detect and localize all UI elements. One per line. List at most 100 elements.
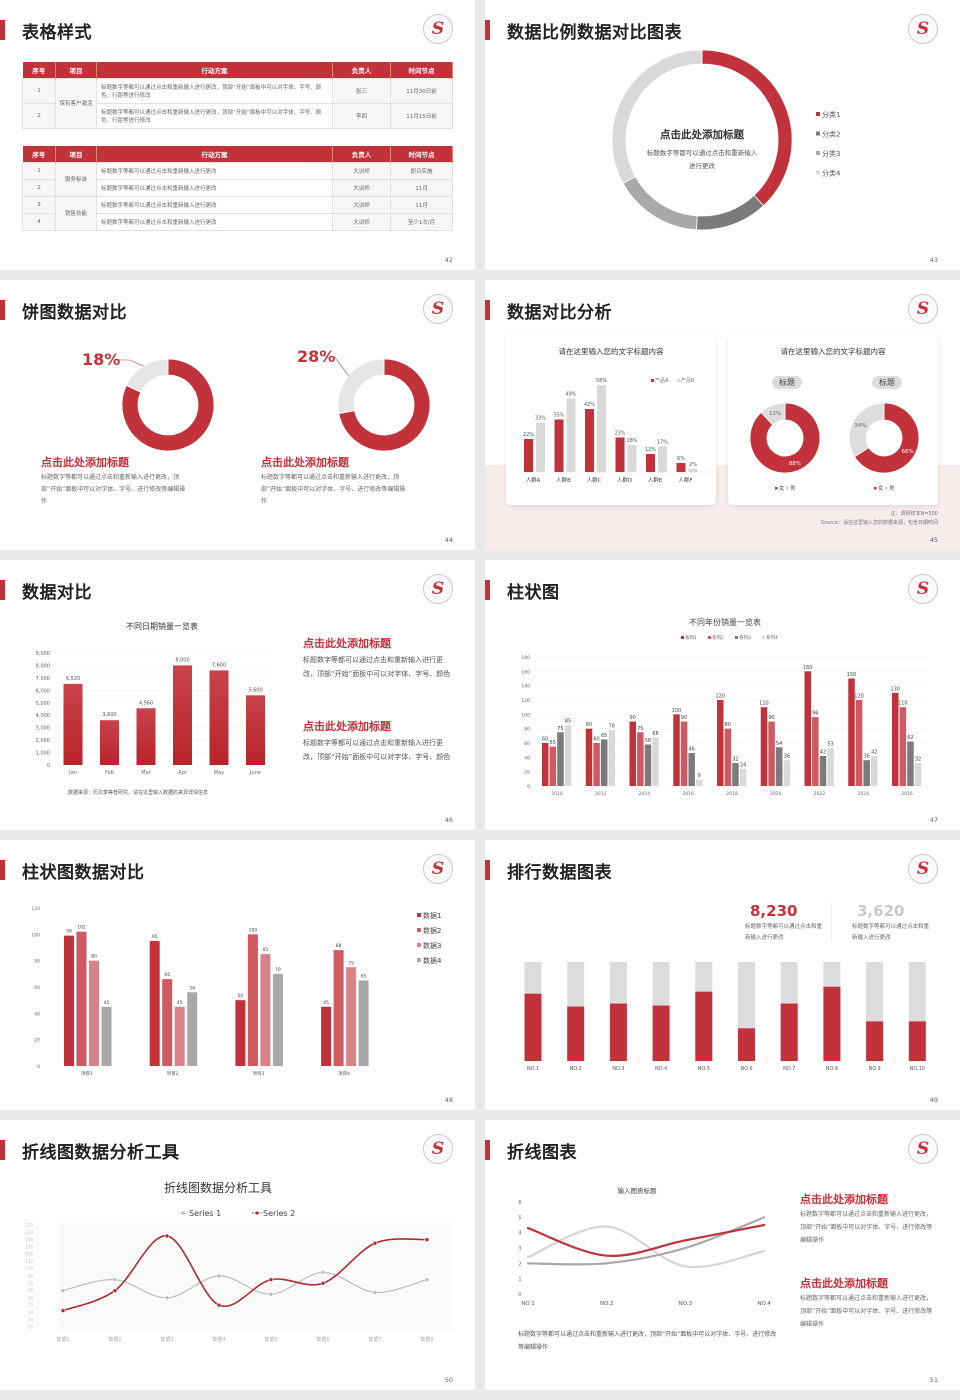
- bar: [652, 1005, 670, 1061]
- slide-title: 柱状图数据对比: [22, 863, 145, 883]
- donut-title-pill: 标题: [772, 376, 802, 389]
- bar: [627, 445, 637, 472]
- y-tick-label: 4: [518, 1231, 521, 1237]
- slide-44[interactable]: 饼图数据对比 S 18% 28% 点击此处添加标题 标题数字等都可以通过点击和重…: [0, 280, 475, 550]
- slide-49[interactable]: NO.1 NO.2 NO.3 NO.4 NO.5 NO.6 NO.7 NO.8 NO.9 NO.1…: [485, 840, 960, 1110]
- chart-title: 不同年份销量一览表: [689, 617, 761, 627]
- slide-47[interactable]: 不同年份销量一览表 系列1 系列2 系列3 系列4 0 20 40 60 80 100 120 140 1…: [485, 560, 960, 830]
- bar: [658, 446, 667, 472]
- slide-title: 排行数据图表: [507, 863, 612, 883]
- bar-value: 7,600: [212, 662, 226, 668]
- bar-value: 50: [238, 993, 244, 999]
- data-point: [112, 1277, 118, 1282]
- x-tick-label: NO.3: [679, 1301, 693, 1307]
- x-tick-label: NO.10: [910, 1066, 925, 1072]
- legend-label: 分类4: [822, 169, 841, 178]
- table-row: 2 标题数字等都可以通过点击和重新输入进行更改 大训师 11月: [22, 178, 453, 197]
- bar: [187, 992, 198, 1066]
- slide-48[interactable]: 0 20 40 60 80 100 120 99 102 80 45 项目1 95 66 45 56 项目2 50…: [0, 840, 475, 1110]
- legend-swatch: [417, 928, 421, 932]
- y-tick-label: 160: [521, 669, 530, 675]
- bar: [688, 469, 698, 472]
- stat-desc: 标题数字等都可以通过点击和重新输入进行更改: [852, 924, 930, 941]
- y-tick-label: 7,000: [36, 676, 50, 682]
- data-point: [320, 1280, 326, 1286]
- bar: [739, 768, 747, 786]
- bar: [585, 728, 593, 786]
- legend-label: 数据1: [423, 911, 441, 920]
- slide-43[interactable]: 分类1 分类2 分类3 分类4 数据比例数据对比图表 S 点击此处添加标题 标题数字等…: [485, 0, 960, 270]
- y-tick-label: 170: [25, 1244, 33, 1249]
- block-desc: 标题数字等都可以通过点击和重新输入进行更改，顶部“开始”面板中可以对字体、字号、…: [800, 1295, 933, 1328]
- y-tick-label: 20: [524, 770, 530, 776]
- logo-icon: S: [908, 14, 938, 44]
- bar-value: 65: [361, 973, 367, 979]
- header-cell: 序号: [22, 62, 56, 78]
- x-tick-label: Jan: [68, 770, 77, 776]
- bar: [609, 1003, 627, 1061]
- bar-value: 58: [645, 738, 651, 744]
- bar: [775, 747, 783, 786]
- bar-value: 9: [698, 773, 701, 779]
- header-cell: 项目: [55, 62, 97, 78]
- slide-51[interactable]: 输入图表标题 0 1 2 3 4 5 6 NO.1 NO.2 NO.3 NO.4 折线图表 S 标题数…: [485, 1120, 960, 1390]
- bar: [673, 714, 680, 786]
- y-tick-label: 210: [25, 1230, 33, 1235]
- bar: [615, 437, 625, 472]
- cell-time: 11月: [390, 195, 453, 214]
- bar-value: 24: [740, 762, 746, 768]
- bar: [812, 717, 819, 786]
- x-tick-label: 人群D: [617, 476, 632, 484]
- bar: [593, 743, 600, 786]
- bar: [536, 422, 545, 472]
- x-tick-label: NO.3: [612, 1066, 624, 1072]
- bar-value: 17%: [657, 440, 668, 446]
- data-point: [268, 1277, 274, 1282]
- legend-label: 数据3: [423, 941, 441, 950]
- logo-icon: S: [423, 1134, 453, 1164]
- legend-swatch: [816, 151, 820, 155]
- bar-value: 45: [104, 1000, 110, 1006]
- donut-slice: [853, 402, 920, 474]
- series-line: [526, 1225, 766, 1269]
- data-point: [216, 1302, 222, 1308]
- cell-no: 3: [22, 195, 56, 214]
- percent-label: 28%: [297, 347, 336, 366]
- data-point: [60, 1288, 66, 1293]
- x-tick-label: 2010: [551, 791, 563, 797]
- bar-value: 8,000: [175, 657, 189, 663]
- x-tick-label: NO.1: [521, 1301, 534, 1307]
- bar: [680, 721, 688, 786]
- bar-value: 100: [249, 927, 258, 933]
- bar-value: 88: [336, 943, 342, 949]
- x-tick-label: 数据4: [212, 1336, 225, 1343]
- leader-line: [333, 356, 349, 376]
- monthly-sales-chart: 不同日期销量一览表 0 1,000 2,000 3,000 4,000 5,000 6,000…: [36, 621, 272, 776]
- action-table-2: 序号 项目 行动方案 负责人 时间节点 1 服务标准 标题数字等都可以通过点击和…: [22, 146, 453, 231]
- bar-card: [506, 335, 716, 505]
- page-number: 50: [444, 1376, 453, 1384]
- stat-value: 3,620: [857, 902, 905, 920]
- table-header: 序号 项目 行动方案 负责人 时间节点: [22, 62, 453, 78]
- slide-50[interactable]: 折线图数据分析工具 -50 -30 -10 10 30 50 70 90 110 130 150 170…: [0, 1120, 475, 1390]
- bar-value: 60: [593, 737, 599, 743]
- y-tick-label: 150: [25, 1252, 33, 1257]
- slide-42[interactable]: 表格样式 S 序号 项目 行动方案 负责人 时间节点 1 保有客户激活 标题数字…: [0, 0, 475, 270]
- x-tick-label: 数据8: [420, 1336, 433, 1343]
- legend-label: 产品A: [655, 377, 669, 384]
- slide-45[interactable]: 22% 33% 人群A 35% 49% 人群B 42% 58% 人群C 23% 18% 人群D 12% 1…: [485, 280, 960, 550]
- slide-46[interactable]: 不同日期销量一览表 0 1,000 2,000 3,000 4,000 5,000 6,000…: [0, 560, 475, 830]
- bar: [162, 979, 173, 1066]
- slide-title: 饼图数据对比: [22, 303, 127, 323]
- cell-group: 保有客户激活: [55, 77, 97, 129]
- table-row: 4 标题数字等都可以通过点击和重新输入进行更改 大训师 至少1次/月: [22, 212, 453, 231]
- x-tick-label: NO.2: [570, 1066, 582, 1072]
- y-tick-label: 5,000: [36, 701, 50, 707]
- bar-value: 22%: [523, 432, 534, 438]
- bar: [549, 746, 557, 786]
- plot-area: [58, 1223, 453, 1331]
- bar: [866, 1021, 884, 1061]
- bar-value: 42: [871, 749, 877, 755]
- y-tick-label: 40: [524, 755, 530, 761]
- block-desc: 标题数字等都可以通过点击和重新输入进行更改，顶部“开始”面板中可以对字体、字号、…: [303, 739, 451, 761]
